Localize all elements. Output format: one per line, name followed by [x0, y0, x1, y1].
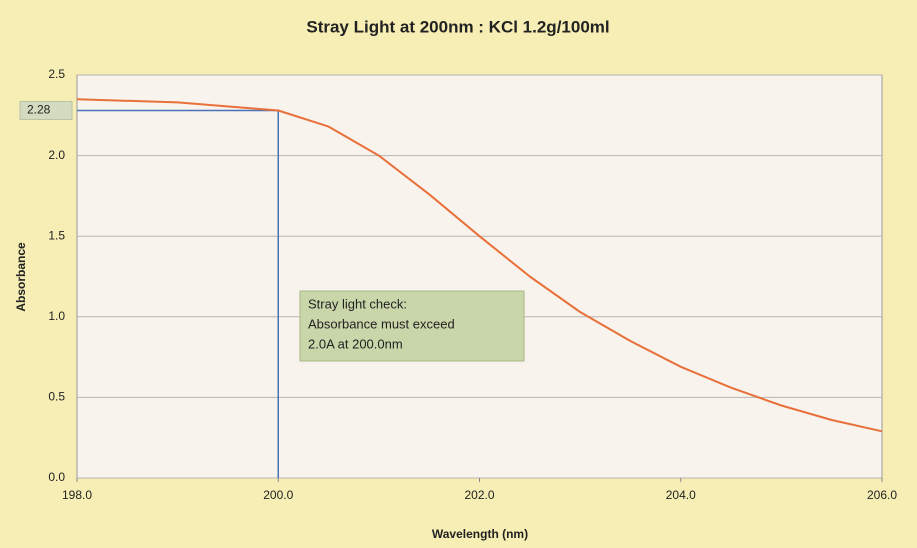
annotation-text: Stray light check:: [308, 296, 407, 311]
x-tick-label: 200.0: [263, 488, 293, 502]
y-tick-label: 2.0: [48, 148, 65, 162]
x-tick-label: 198.0: [62, 488, 92, 502]
x-tick-label: 204.0: [666, 488, 696, 502]
x-tick-label: 202.0: [464, 488, 494, 502]
annotation-box: [299, 290, 525, 362]
data-line: [76, 98, 883, 433]
y-tick-label: 0.0: [48, 470, 65, 484]
x-tick-label: 206.0: [867, 488, 897, 502]
plot-area: [76, 74, 883, 479]
y-tick-label: 0.5: [48, 390, 65, 404]
chart-title: Stray Light at 200nm : KCl 1.2g/100ml: [306, 17, 609, 36]
annotation-text: 2.0A at 200.0nm: [308, 336, 403, 351]
annotation-text: Absorbance must exceed: [308, 316, 455, 331]
y-tick-label: 2.5: [48, 67, 65, 81]
y-tick-label: 1.5: [48, 228, 65, 242]
marker-label: 2.28: [27, 103, 51, 117]
marker-label-box: [19, 100, 73, 120]
y-axis-label: Absorbance: [14, 242, 28, 312]
y-tick-label: 1.0: [48, 309, 65, 323]
x-axis-label: Wavelength (nm): [432, 527, 528, 541]
